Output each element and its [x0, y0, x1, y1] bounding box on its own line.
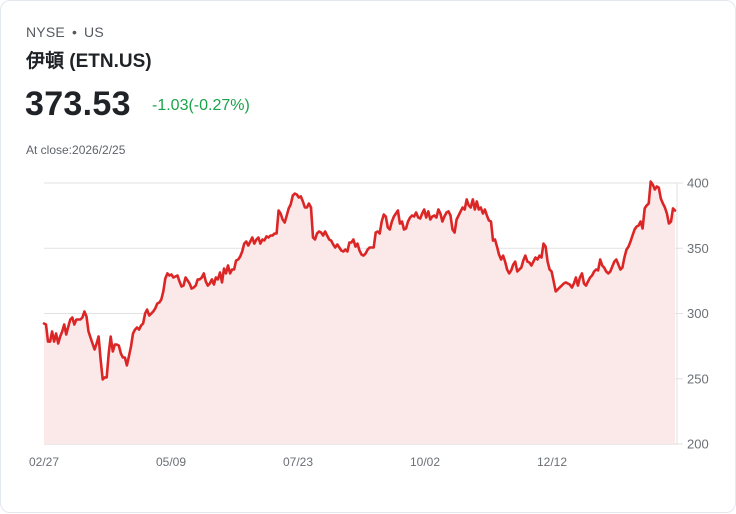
y-tick-label: 250 — [687, 371, 709, 386]
close-date: At close:2026/2/25 — [26, 143, 126, 157]
y-axis: 400 350 300 250 200 — [687, 176, 709, 452]
exchange-label: NYSE • US — [26, 24, 104, 40]
x-tick-label: 12/12 — [537, 455, 567, 469]
x-axis: 02/27 05/09 07/23 10/02 12/12 — [29, 455, 567, 469]
x-tick-label: 02/27 — [29, 455, 59, 469]
y-tick-label: 200 — [687, 437, 709, 452]
separator-dot: • — [71, 24, 78, 40]
y-tick-label: 400 — [687, 176, 709, 191]
market-name: US — [84, 24, 104, 40]
x-tick-label: 10/02 — [410, 455, 440, 469]
y-tick-label: 350 — [687, 241, 709, 256]
current-price: 373.53 — [25, 85, 131, 123]
price-change: -1.03(-0.27%) — [152, 97, 250, 114]
x-tick-label: 07/23 — [283, 455, 313, 469]
exchange-name: NYSE — [26, 24, 65, 40]
stock-title: 伊頓 (ETN.US) — [26, 51, 152, 72]
y-tick-label: 300 — [687, 306, 709, 321]
chart-price-line — [42, 180, 677, 381]
chart-area-fill — [44, 181, 675, 444]
x-tick-label: 05/09 — [156, 455, 186, 469]
